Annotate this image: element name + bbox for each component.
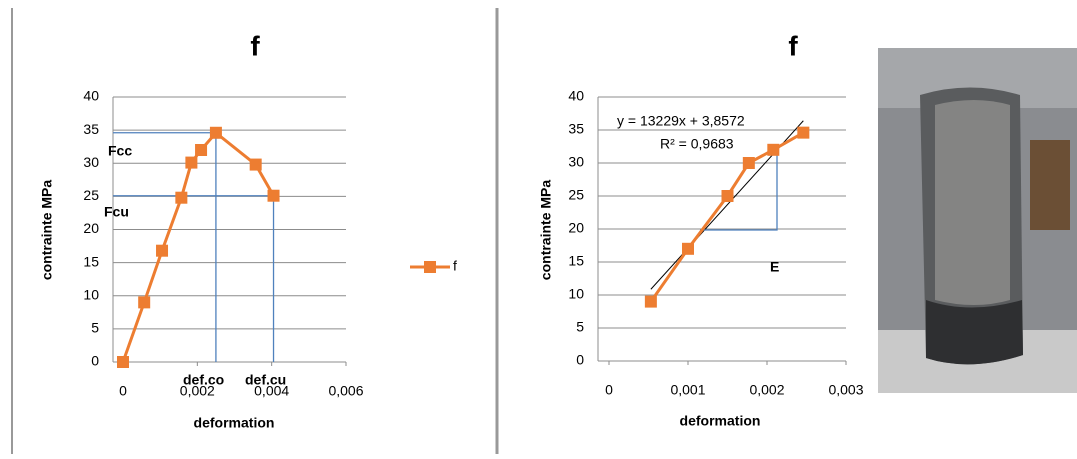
y-tick-label: 5: [91, 320, 99, 336]
x-tick-label: 0: [119, 383, 127, 399]
series-marker: [209, 126, 222, 139]
series-marker: [249, 158, 262, 171]
y-tick-label: 35: [83, 121, 99, 137]
series-marker: [267, 189, 280, 202]
annotation: E: [770, 259, 779, 275]
x-tick-label: 0,001: [670, 382, 705, 398]
y-tick-label: 10: [83, 286, 99, 302]
series-marker: [117, 356, 129, 368]
y-tick-label: 40: [83, 88, 99, 104]
series-line: [649, 131, 805, 303]
trendline-equation: y = 13229x + 3,8572: [617, 113, 745, 129]
annotation: def.co: [183, 372, 224, 388]
y-tick-label: 40: [568, 88, 584, 104]
annotation: def.cu: [245, 372, 286, 388]
y-tick-label: 5: [576, 319, 584, 335]
y-tick-label: 0: [576, 352, 584, 368]
y-tick-label: 20: [83, 220, 99, 236]
y-tick-label: 0: [91, 353, 99, 369]
chart-title: f: [788, 30, 798, 61]
y-tick-label: 35: [568, 121, 584, 137]
x-tick-label: 0: [605, 382, 613, 398]
x-tick-label: 0,002: [749, 382, 784, 398]
chart-title: f: [250, 30, 260, 61]
y-tick-label: 20: [568, 220, 584, 236]
y-tick-label: 15: [568, 253, 584, 269]
y-tick-label: 30: [568, 154, 584, 170]
series-marker: [742, 157, 755, 169]
series-marker: [797, 126, 810, 139]
annotation: Fcc: [108, 143, 132, 159]
y-tick-label: 25: [83, 187, 99, 203]
r-squared: R² = 0,9683: [660, 136, 734, 152]
series-marker: [156, 244, 169, 257]
y-tick-label: 15: [83, 253, 99, 269]
legend-label: f: [453, 258, 457, 274]
specimen-photo: [878, 48, 1077, 393]
x-tick-label: 0,002: [180, 383, 215, 399]
x-axis-label: deformation: [680, 413, 761, 429]
series-marker: [138, 296, 151, 309]
series-marker: [767, 143, 780, 156]
slope-triangle: [700, 145, 778, 231]
series-marker: [185, 156, 198, 169]
x-tick-label: 0,004: [254, 383, 289, 399]
legend-marker: [424, 261, 436, 273]
x-tick-label: 0,006: [328, 383, 363, 399]
x-tick-label: 0,003: [828, 382, 863, 398]
y-tick-label: 10: [568, 286, 584, 302]
series-marker: [195, 144, 208, 156]
y-tick-label: 25: [568, 187, 584, 203]
x-axis-label: deformation: [194, 415, 275, 431]
series-marker: [721, 190, 734, 202]
series-marker: [682, 242, 694, 255]
series-marker: [175, 191, 188, 204]
y-axis-label: contrainte MPa: [538, 180, 554, 281]
series-marker: [644, 295, 657, 308]
y-axis-label: contrainte MPa: [39, 180, 55, 281]
annotation: Fcu: [104, 204, 129, 220]
y-tick-label: 30: [83, 154, 99, 170]
